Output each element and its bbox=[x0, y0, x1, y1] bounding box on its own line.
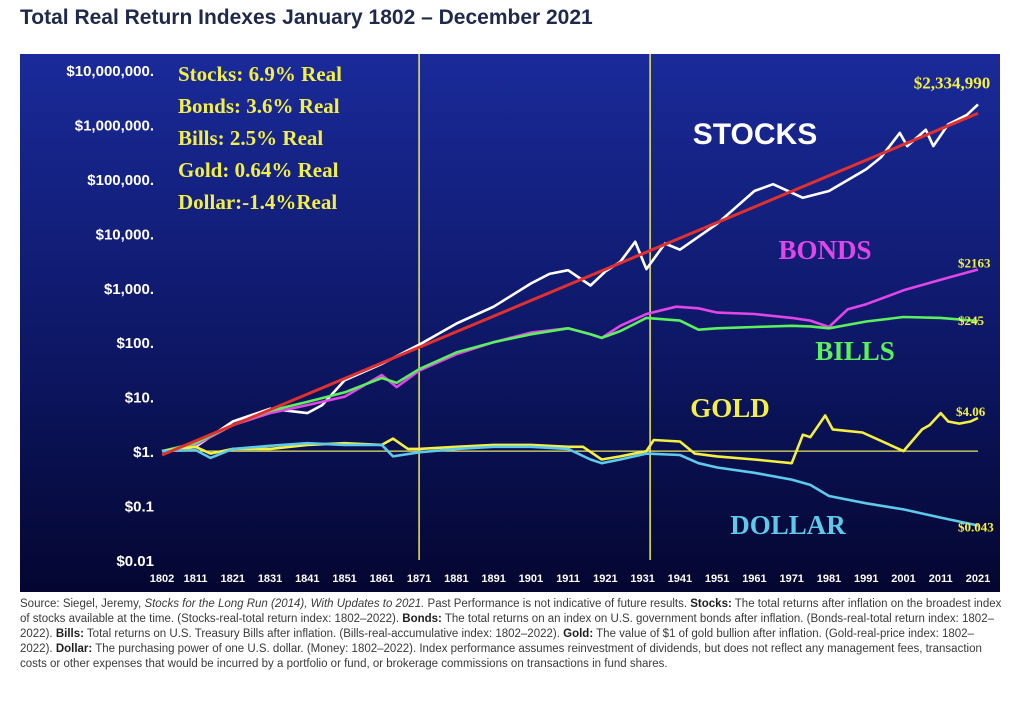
y-tick-label: $10,000. bbox=[96, 226, 154, 243]
end-label-bonds: $2163 bbox=[958, 256, 991, 271]
source-bonds-text: The total returns on an index on U.S. go… bbox=[20, 613, 994, 640]
x-tick-label: 2011 bbox=[929, 573, 953, 585]
x-tick-label: 1802 bbox=[150, 573, 174, 585]
source-bonds-label: Bonds: bbox=[402, 613, 442, 625]
y-tick-label: $1. bbox=[133, 444, 154, 461]
x-tick-label: 1811 bbox=[184, 573, 208, 585]
y-tick-label: $1,000. bbox=[104, 281, 154, 298]
x-tick-label: 2001 bbox=[891, 573, 915, 585]
chart-area: $10,000,000. $1,000,000. $100,000. $10,000.… bbox=[20, 54, 1000, 592]
series-label-dollar: DOLLAR bbox=[730, 510, 846, 540]
source-stocks-label: Stocks: bbox=[690, 598, 732, 610]
y-tick-label: $1,000,000. bbox=[75, 117, 154, 134]
source-disclaimer: Past Performance is not indicative of fu… bbox=[424, 598, 691, 610]
x-tick-label: 2021 bbox=[966, 573, 990, 585]
end-label-gold: $4.06 bbox=[956, 404, 986, 419]
source-gold-text: The value of $1 of gold bullion after in… bbox=[20, 628, 974, 655]
series-label-stocks: STOCKS bbox=[693, 118, 817, 151]
source-note: Source: Siegel, Jeremy, Stocks for the L… bbox=[20, 597, 1005, 672]
x-tick-label: 1991 bbox=[854, 573, 878, 585]
y-tick-label: $10,000,000. bbox=[66, 63, 154, 80]
x-tick-label: 1861 bbox=[370, 573, 394, 585]
x-tick-label: 1871 bbox=[407, 573, 431, 585]
series-label-bills: BILLS bbox=[815, 336, 895, 366]
x-tick-label: 1931 bbox=[630, 573, 654, 585]
x-tick-label: 1841 bbox=[295, 573, 319, 585]
x-tick-label: 1911 bbox=[556, 573, 580, 585]
total-return-chart: $10,000,000. $1,000,000. $100,000. $10,000.… bbox=[20, 54, 1000, 592]
x-tick-label: 1831 bbox=[258, 573, 282, 585]
source-gold-label: Gold: bbox=[563, 628, 594, 640]
legend-line: Bills: 2.5% Real bbox=[178, 126, 323, 150]
x-tick-label: 1901 bbox=[519, 573, 543, 585]
series-line-stocks bbox=[161, 103, 979, 453]
end-label-dollar: $0.043 bbox=[958, 520, 994, 535]
x-tick-label: 1951 bbox=[705, 573, 729, 585]
source-stocks-text: The total returns after inflation on the… bbox=[20, 598, 1002, 625]
source-book: Stocks for the Long Run (2014), With Upd… bbox=[144, 598, 425, 610]
x-tick-label: 1981 bbox=[817, 573, 841, 585]
source-dollar-label: Dollar: bbox=[55, 643, 93, 655]
end-label-stocks: $2,334,990 bbox=[914, 73, 991, 92]
source-bills-text: Total returns on U.S. Treasury Bills aft… bbox=[83, 628, 564, 640]
y-tick-label: $100. bbox=[116, 335, 154, 352]
end-label-bills: $245 bbox=[958, 313, 985, 328]
y-tick-label: $0.01 bbox=[116, 553, 154, 570]
series-line-dollar bbox=[161, 441, 979, 527]
series-line-bills bbox=[161, 315, 979, 453]
series-label-bonds: BONDS bbox=[778, 235, 871, 265]
source-lead: Source: Siegel, Jeremy, bbox=[20, 598, 145, 610]
x-tick-label: 1971 bbox=[779, 573, 803, 585]
x-tick-label: 1881 bbox=[444, 573, 468, 585]
x-tick-label: 1941 bbox=[668, 573, 692, 585]
legend-line: Bonds: 3.6% Real bbox=[178, 94, 340, 118]
y-tick-label: $0.1 bbox=[125, 499, 154, 516]
x-tick-label: 1921 bbox=[593, 573, 617, 585]
chart-background bbox=[20, 54, 1000, 592]
y-tick-label: $100,000. bbox=[87, 172, 154, 189]
x-tick-label: 1961 bbox=[742, 573, 766, 585]
trend-line bbox=[161, 111, 979, 457]
source-dollar-text: The purchasing power of one U.S. dollar.… bbox=[20, 643, 982, 670]
x-tick-label: 1851 bbox=[332, 573, 356, 585]
x-tick-label: 1821 bbox=[221, 573, 245, 585]
source-bills-label: Bills: bbox=[55, 628, 84, 640]
series-label-gold: GOLD bbox=[690, 393, 770, 423]
series-line-gold bbox=[161, 411, 979, 465]
legend-line: Stocks: 6.9% Real bbox=[178, 62, 342, 86]
chart-title: Total Real Return Indexes January 1802 –… bbox=[20, 6, 593, 29]
legend-line: Dollar:-1.4%Real bbox=[178, 190, 337, 214]
y-tick-label: $10. bbox=[125, 390, 154, 407]
x-tick-label: 1891 bbox=[481, 573, 505, 585]
legend-line: Gold: 0.64% Real bbox=[178, 158, 339, 182]
